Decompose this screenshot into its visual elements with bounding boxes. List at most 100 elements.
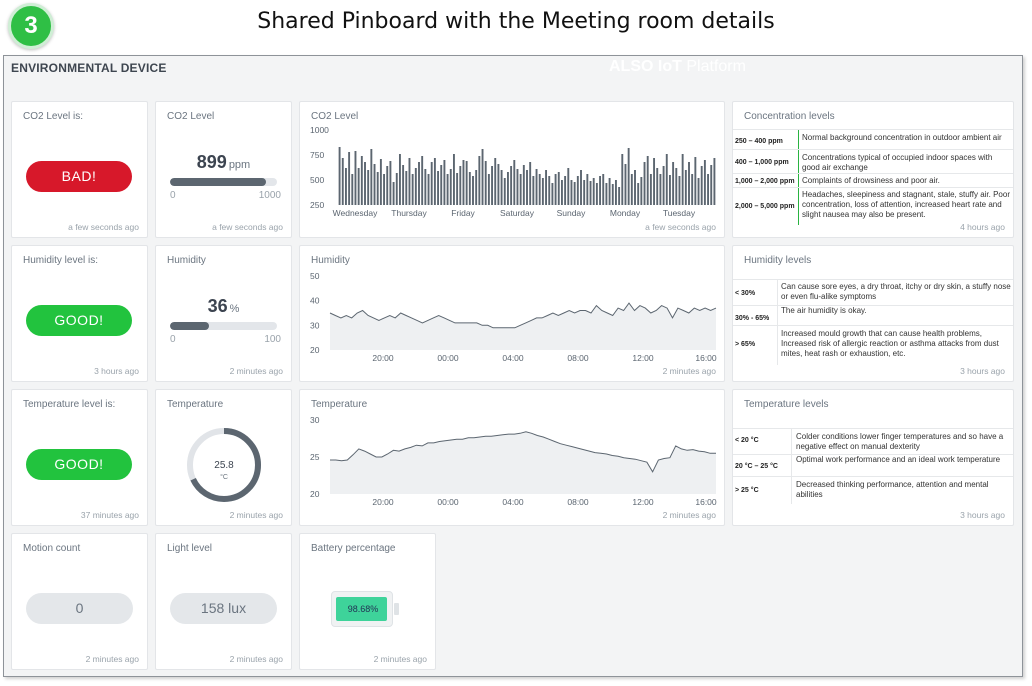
humidity-status-card[interactable]: Humidity level is: GOOD! 3 hours ago — [11, 245, 148, 382]
co2-bar — [576, 176, 579, 205]
temperature-status-card[interactable]: Temperature level is: GOOD! 37 minutes a… — [11, 389, 148, 526]
co2-bar — [646, 156, 649, 205]
co2-bar — [433, 158, 436, 205]
co2-bar — [554, 174, 557, 205]
device-title: ENVIRONMENTAL DEVICE — [11, 61, 167, 75]
humidity-value: 36 — [207, 296, 228, 316]
motion-count-card[interactable]: Motion count 0 2 minutes ago — [11, 533, 148, 670]
card-timestamp: 4 hours ago — [960, 222, 1005, 232]
co2-bar — [713, 158, 716, 205]
co2-unit: ppm — [228, 159, 251, 171]
y-tick-label: 500 — [310, 175, 324, 185]
y-tick-label: 30 — [310, 320, 320, 330]
co2-bar — [497, 164, 500, 205]
humidity-progress-bar — [170, 322, 277, 330]
concentration-levels-card[interactable]: Concentration levels 250 – 400 ppm Norma… — [732, 101, 1014, 238]
table-row: < 20 °C Colder conditions lower finger t… — [733, 428, 1013, 455]
co2-bar — [564, 176, 567, 205]
card-timestamp: 37 minutes ago — [80, 510, 139, 520]
card-timestamp: 3 hours ago — [94, 366, 139, 376]
card-timestamp: 2 minutes ago — [662, 366, 716, 376]
humidity-chart-card[interactable]: Humidity 50 40 30 20 20:00 00:00 04:00 08:00 12:… — [299, 245, 725, 382]
co2-bar — [430, 162, 433, 205]
card-timestamp: a few seconds ago — [645, 222, 716, 232]
co2-bar — [580, 170, 582, 205]
co2-bar — [437, 171, 440, 205]
card-timestamp: a few seconds ago — [68, 222, 139, 232]
x-tick-label: Friday — [451, 208, 475, 218]
battery-cap — [394, 603, 399, 615]
humidity-levels-card[interactable]: Humidity levels < 30% Can cause sore eye… — [732, 245, 1014, 382]
temperature-gauge-card[interactable]: Temperature 25.8 °C 2 minutes ago — [155, 389, 292, 526]
co2-bar — [599, 176, 602, 205]
range-cell: 20 °C – 25 °C — [735, 463, 778, 470]
humidity-level-card[interactable]: Humidity 36% 0 100 2 minutes ago — [155, 245, 292, 382]
x-tick-label: 08:00 — [567, 353, 589, 363]
description-cell: Normal background concentration in outdo… — [802, 133, 1002, 142]
table-row: 2,000 – 5,000 ppm Headaches, sleepiness … — [733, 187, 1013, 226]
card-timestamp: 2 minutes ago — [229, 510, 283, 520]
co2-bar — [710, 165, 713, 205]
co2-status-badge: BAD! — [26, 161, 132, 192]
co2-bar — [449, 169, 452, 205]
co2-bar — [360, 156, 363, 205]
co2-bar — [526, 170, 528, 205]
co2-bar — [545, 170, 548, 205]
range-cell: < 30% — [735, 290, 756, 297]
co2-bar — [653, 158, 656, 205]
co2-bar — [627, 148, 630, 205]
description-cell: Concentrations typical of occupied indoo… — [802, 153, 993, 172]
co2-chart-card[interactable]: CO2 Level 1000 750 500 250 Wednesday Thursday… — [299, 101, 725, 238]
x-tick-label: 04:00 — [502, 353, 524, 363]
card-timestamp: 3 hours ago — [960, 366, 1005, 376]
co2-bar — [602, 174, 605, 205]
co2-range-max: 1000 — [258, 190, 281, 201]
co2-bar — [475, 170, 478, 205]
description-cell: Colder conditions lower finger temperatu… — [796, 432, 1004, 451]
temperature-levels-card[interactable]: Temperature levels < 20 °C Colder condit… — [732, 389, 1014, 526]
range-cell: > 25 °C — [735, 487, 759, 494]
x-tick-label: 20:00 — [372, 497, 394, 507]
co2-bar — [605, 183, 608, 205]
light-level-card[interactable]: Light level 158 lux 2 minutes ago — [155, 533, 292, 670]
co2-bar — [532, 176, 535, 205]
co2-bar — [427, 174, 430, 205]
description-cell: Optimal work performance and an ideal wo… — [796, 455, 1001, 464]
co2-bar — [586, 174, 589, 205]
co2-bar — [392, 182, 395, 205]
card-title: Temperature — [311, 399, 368, 410]
table-separator — [791, 428, 792, 504]
co2-bar — [395, 173, 398, 205]
battery-card[interactable]: Battery percentage 98.68% 2 minutes ago — [299, 533, 436, 670]
card-title: Temperature levels — [744, 399, 829, 410]
co2-bar — [364, 162, 366, 205]
humidity-unit: % — [229, 303, 240, 315]
co2-bar — [472, 176, 474, 205]
co2-bar — [402, 165, 405, 205]
co2-bar — [535, 169, 538, 205]
co2-bar — [367, 170, 370, 205]
co2-bar — [370, 149, 373, 205]
co2-status-card[interactable]: CO2 Level is: BAD! a few seconds ago — [11, 101, 148, 238]
co2-bar — [459, 166, 462, 205]
card-title: Temperature level is: — [23, 399, 116, 410]
light-level-value: 158 lux — [170, 593, 277, 624]
co2-bar — [478, 156, 481, 205]
co2-bar — [510, 166, 513, 205]
co2-bar — [487, 174, 490, 205]
chart-area-fill — [330, 303, 716, 350]
card-title: Humidity — [167, 255, 206, 266]
card-title: Concentration levels — [744, 111, 835, 122]
co2-value: 899 — [196, 152, 227, 172]
co2-bar — [462, 160, 465, 205]
motion-count-value: 0 — [26, 593, 133, 624]
y-tick-label: 30 — [310, 415, 320, 425]
co2-bar — [513, 160, 516, 205]
x-tick-label: Sunday — [557, 208, 587, 218]
temperature-chart-card[interactable]: Temperature 30 25 20 20:00 00:00 04:00 08:00 12… — [299, 389, 725, 526]
x-tick-label: Monday — [610, 208, 641, 218]
gauge-arc — [187, 428, 261, 502]
x-tick-label: Tuesday — [663, 208, 696, 218]
co2-bar — [630, 174, 633, 205]
co2-level-card[interactable]: CO2 Level 899 ppm 0 1000 a few seconds ag… — [155, 101, 292, 238]
